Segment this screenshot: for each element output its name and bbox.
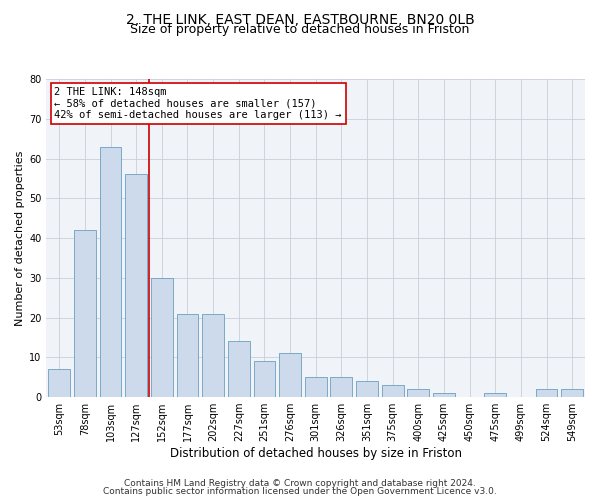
Bar [331, 377, 352, 397]
Text: Contains public sector information licensed under the Open Government Licence v3: Contains public sector information licen… [103, 487, 497, 496]
Bar [433, 393, 455, 397]
Bar [125, 174, 147, 397]
Bar [151, 278, 173, 397]
Bar [382, 385, 404, 397]
Y-axis label: Number of detached properties: Number of detached properties [15, 150, 25, 326]
Bar [536, 389, 557, 397]
Bar [279, 354, 301, 397]
Bar [202, 314, 224, 397]
Bar [100, 146, 121, 397]
Bar [254, 362, 275, 397]
Text: Contains HM Land Registry data © Crown copyright and database right 2024.: Contains HM Land Registry data © Crown c… [124, 478, 476, 488]
Bar [176, 314, 199, 397]
Bar [74, 230, 96, 397]
X-axis label: Distribution of detached houses by size in Friston: Distribution of detached houses by size … [170, 447, 462, 460]
Bar [49, 370, 70, 397]
Bar [305, 377, 326, 397]
Text: Size of property relative to detached houses in Friston: Size of property relative to detached ho… [130, 22, 470, 36]
Text: 2 THE LINK: 148sqm
← 58% of detached houses are smaller (157)
42% of semi-detach: 2 THE LINK: 148sqm ← 58% of detached hou… [55, 87, 342, 120]
Bar [484, 393, 506, 397]
Bar [356, 381, 378, 397]
Text: 2, THE LINK, EAST DEAN, EASTBOURNE, BN20 0LB: 2, THE LINK, EAST DEAN, EASTBOURNE, BN20… [125, 12, 475, 26]
Bar [561, 389, 583, 397]
Bar [228, 342, 250, 397]
Bar [407, 389, 429, 397]
